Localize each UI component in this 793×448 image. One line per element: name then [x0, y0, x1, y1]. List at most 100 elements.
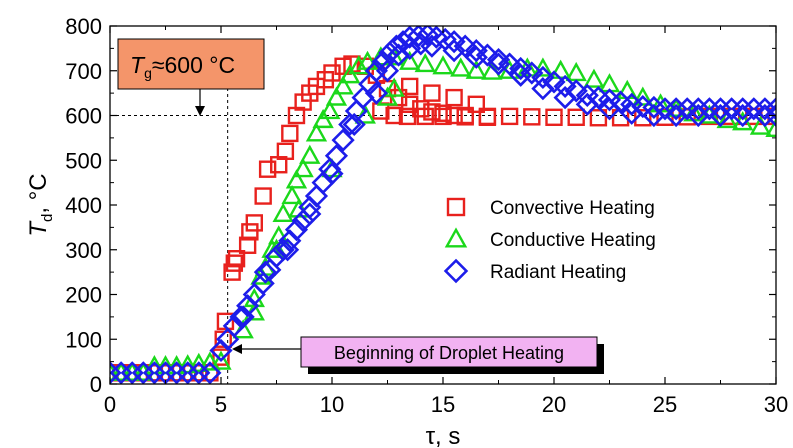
data-point [120, 361, 144, 384]
data-point [464, 39, 488, 63]
data-point [320, 162, 344, 186]
data-point [415, 26, 440, 47]
data-point [549, 59, 572, 79]
data-point [284, 218, 309, 242]
data-point [553, 74, 577, 99]
legend-label: Conductive Heating [490, 230, 656, 251]
heating-start-arrow-head [232, 344, 242, 354]
x-tick-label: 15 [431, 392, 455, 417]
data-point [271, 238, 295, 262]
data-point [223, 263, 241, 281]
data-point [332, 75, 354, 95]
data-point [305, 122, 328, 142]
data-point [165, 361, 189, 384]
data-point [720, 97, 744, 121]
data-point [486, 47, 511, 72]
data-point [642, 103, 666, 128]
heating-start-label: Beginning of Droplet Heating [334, 343, 564, 363]
data-point [664, 103, 688, 128]
x-tick-label: 5 [215, 392, 227, 417]
data-point [384, 34, 408, 58]
data-point [131, 361, 155, 384]
data-point [198, 361, 222, 384]
data-point [465, 59, 487, 79]
data-point [245, 214, 264, 232]
plot-area [110, 26, 776, 384]
data-point [272, 202, 294, 223]
data-point [199, 351, 221, 371]
data-point [500, 107, 519, 126]
data-point [414, 52, 436, 73]
data-point [424, 26, 448, 49]
data-point [731, 103, 755, 128]
x-tick-label: 30 [764, 392, 788, 417]
data-point [708, 103, 733, 128]
data-point [565, 61, 587, 82]
data-point [675, 97, 699, 121]
data-point [532, 57, 554, 77]
data-point [253, 260, 277, 284]
data-point [401, 95, 419, 114]
data-point [753, 103, 776, 128]
data-point [589, 109, 608, 127]
data-point [665, 97, 687, 117]
data-point [399, 50, 421, 70]
data-point [486, 52, 511, 76]
data-point [110, 361, 133, 384]
annotations: Tg≈600 °C Beginning of Droplet Heating [117, 38, 604, 374]
data-point [210, 350, 232, 370]
data-point [583, 68, 605, 88]
data-point [177, 354, 199, 374]
x-tick-label: 0 [104, 392, 116, 417]
data-point [187, 361, 211, 384]
legend: Convective Heating Conductive Heating Radi… [428, 180, 728, 290]
data-point [420, 34, 444, 58]
data-point [212, 348, 230, 366]
y-tick-label: 700 [65, 59, 102, 84]
data-point [238, 236, 257, 254]
data-point [281, 184, 303, 205]
data-point [375, 59, 400, 83]
data-point [364, 81, 388, 105]
data-point [553, 86, 577, 110]
data-point [531, 65, 555, 90]
data-point [398, 107, 417, 126]
data-point [567, 108, 585, 126]
y-tick-label: 100 [65, 327, 102, 352]
legend-marker-triangle [444, 227, 468, 248]
data-point [231, 305, 255, 329]
data-point [110, 361, 132, 381]
data-point [531, 77, 555, 101]
data-point [298, 202, 322, 226]
data-point [342, 112, 366, 137]
data-point [742, 97, 766, 121]
data-point [575, 92, 599, 116]
data-point [398, 26, 422, 49]
data-point [227, 249, 246, 268]
data-point [299, 144, 321, 164]
data-point [545, 108, 563, 126]
data-point [597, 97, 622, 121]
data-point [656, 108, 674, 126]
data-point [697, 97, 721, 121]
data-point [265, 238, 288, 258]
data-point [364, 59, 388, 83]
data-point [401, 77, 419, 96]
data-point [620, 101, 644, 125]
data-point [214, 330, 232, 348]
data-point [285, 169, 308, 189]
legend-label: Radiant Heating [490, 262, 626, 283]
y-tick-label: 800 [65, 14, 102, 39]
data-point [121, 361, 143, 381]
legend-marker-diamond [443, 258, 469, 284]
data-point [686, 103, 710, 128]
y-tick-label: 400 [65, 193, 102, 218]
data-point [292, 158, 314, 178]
data-point [423, 84, 441, 102]
data-point [398, 36, 422, 60]
data-point [664, 97, 688, 121]
data-point [276, 238, 300, 262]
data-point [416, 107, 434, 126]
data-point [653, 97, 677, 121]
